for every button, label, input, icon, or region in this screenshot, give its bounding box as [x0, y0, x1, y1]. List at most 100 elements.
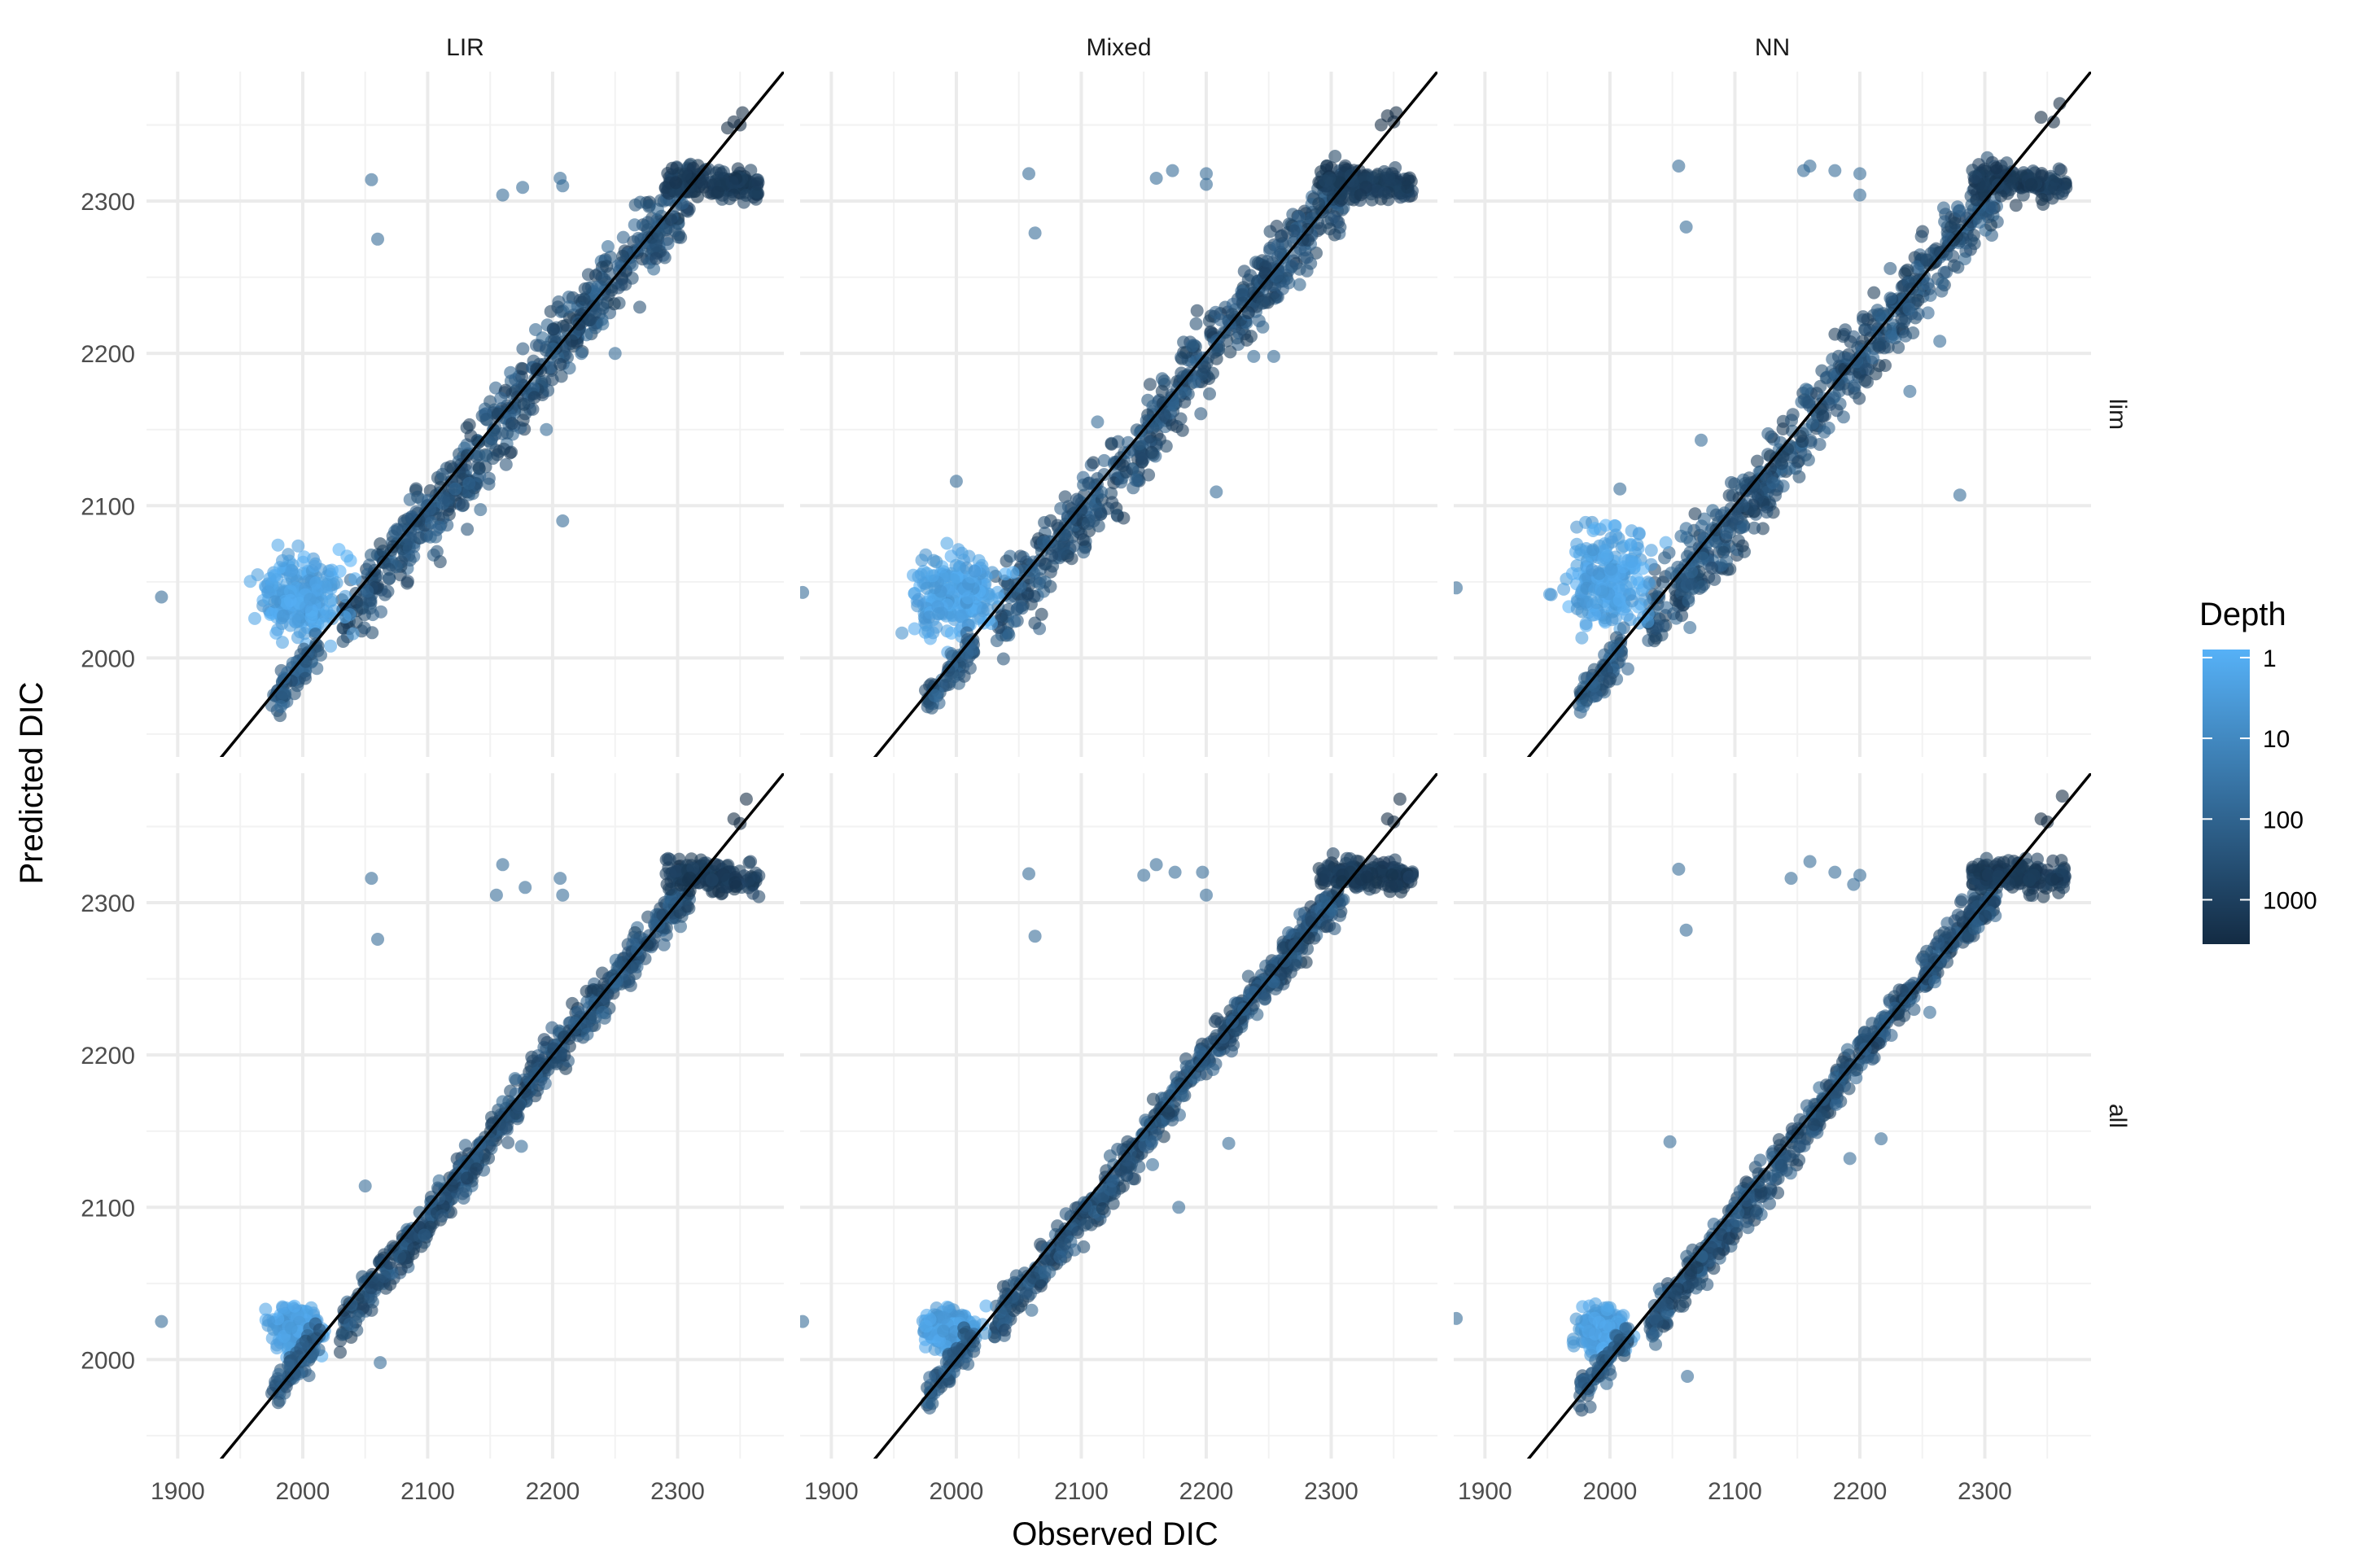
data-point — [365, 1281, 378, 1295]
data-point — [2035, 193, 2049, 206]
data-point — [968, 564, 982, 578]
data-point — [404, 531, 418, 545]
data-point — [549, 1057, 563, 1070]
data-point — [296, 555, 310, 569]
data-point-outlier — [1853, 188, 1866, 202]
data-point — [1858, 322, 1872, 336]
data-point — [665, 161, 679, 175]
data-point — [1617, 621, 1630, 635]
data-point — [578, 282, 592, 295]
data-point — [1054, 501, 1068, 515]
data-point — [1590, 596, 1603, 610]
data-point — [525, 1050, 539, 1064]
data-point — [282, 1358, 295, 1372]
data-point — [1081, 517, 1095, 531]
data-point — [728, 876, 742, 890]
data-point — [337, 1328, 351, 1341]
data-point — [1785, 413, 1798, 427]
data-point — [1256, 320, 1270, 334]
data-point-outlier — [1247, 349, 1261, 363]
data-point — [1097, 453, 1111, 467]
data-point — [1970, 193, 1984, 207]
data-point-outlier — [516, 181, 530, 195]
data-point — [961, 591, 975, 605]
data-point — [461, 523, 475, 536]
data-point-outlier — [514, 1140, 528, 1153]
data-point — [1794, 430, 1807, 443]
data-point-deep — [2046, 115, 2060, 129]
data-point — [291, 539, 305, 553]
data-point — [577, 292, 591, 306]
data-point-outlier — [374, 1356, 387, 1370]
data-point — [418, 1228, 431, 1242]
data-point — [1695, 519, 1708, 533]
data-point — [284, 584, 297, 598]
data-point — [1695, 551, 1709, 565]
data-point — [444, 460, 457, 474]
data-point — [248, 611, 261, 625]
data-point-outlier — [1853, 167, 1866, 181]
data-point — [1077, 545, 1091, 559]
data-point — [539, 343, 553, 357]
point-cloud — [155, 792, 766, 1410]
data-point — [562, 1032, 576, 1045]
data-point — [1802, 399, 1816, 412]
data-point — [1972, 158, 1986, 172]
data-point — [516, 413, 530, 427]
data-point — [1013, 549, 1027, 563]
data-point-outlier — [1613, 482, 1627, 496]
data-point — [504, 365, 518, 379]
data-point — [432, 1192, 446, 1205]
data-point — [1967, 237, 1981, 251]
data-point — [499, 1121, 513, 1135]
data-point — [1902, 282, 1916, 296]
data-point — [343, 1317, 357, 1331]
data-point — [1760, 505, 1774, 519]
data-point — [462, 418, 476, 431]
data-point — [1708, 572, 1722, 586]
data-point — [1256, 296, 1269, 310]
data-point — [944, 626, 958, 640]
data-point — [1870, 304, 1884, 317]
data-point-deep — [1374, 118, 1388, 132]
data-point — [1730, 512, 1744, 526]
data-point — [669, 864, 683, 878]
data-point — [1580, 693, 1594, 707]
data-point — [435, 1209, 449, 1223]
data-point — [457, 498, 470, 512]
data-point — [1592, 566, 1606, 580]
data-point-outlier — [556, 179, 570, 193]
data-point — [1117, 511, 1131, 525]
data-point-outlier — [371, 933, 384, 946]
data-point — [299, 671, 312, 685]
data-point — [642, 199, 656, 213]
data-point — [1612, 593, 1626, 607]
data-point — [657, 938, 671, 951]
data-point — [1831, 378, 1845, 392]
data-point — [1805, 417, 1819, 430]
data-point — [985, 593, 999, 606]
data-point — [1029, 575, 1043, 588]
data-point — [1043, 580, 1057, 593]
data-point — [1791, 455, 1805, 469]
data-point — [1872, 338, 1886, 352]
data-point — [580, 1027, 594, 1041]
data-point-outlier — [1953, 488, 1967, 502]
data-point — [344, 1298, 358, 1311]
data-point — [1087, 456, 1100, 470]
data-point — [752, 868, 766, 882]
data-point — [1610, 631, 1623, 645]
identity-line — [219, 773, 784, 1459]
data-point — [365, 626, 379, 640]
data-point — [362, 558, 376, 572]
data-point-deep — [733, 816, 747, 830]
data-point — [271, 1396, 285, 1410]
data-point — [1293, 278, 1306, 291]
data-point — [508, 1072, 522, 1086]
data-point-outlier — [155, 590, 168, 604]
data-point — [1038, 516, 1052, 529]
data-point — [947, 573, 960, 587]
data-point — [1776, 422, 1790, 435]
data-point — [1544, 588, 1558, 601]
panel-mixed-lim — [800, 72, 1437, 757]
